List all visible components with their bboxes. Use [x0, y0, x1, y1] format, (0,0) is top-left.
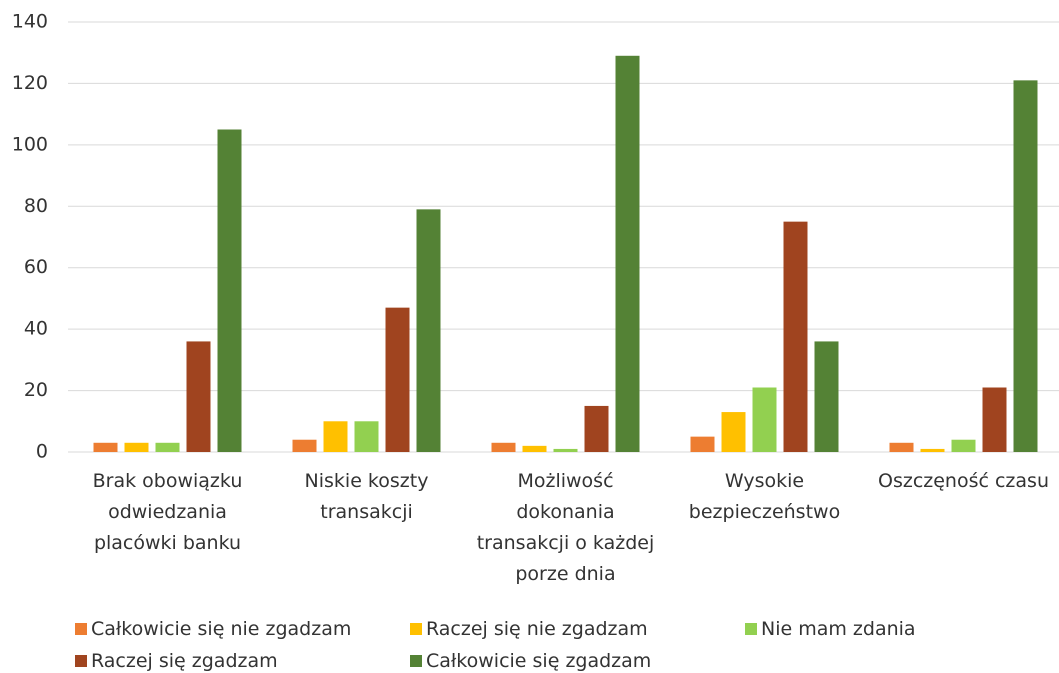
- legend-label: Nie mam zdania: [761, 618, 916, 640]
- legend-item: Nie mam zdania: [745, 617, 916, 641]
- bar: [1013, 80, 1038, 452]
- x-tick-label: Niskie koszty transakcji: [304, 470, 429, 523]
- bar: [615, 55, 640, 453]
- bar: [323, 421, 348, 452]
- x-tick-label: Brak obowiązku odwiedzania placówki bank…: [92, 470, 243, 554]
- legend-item: Całkowicie się nie zgadzam: [75, 617, 351, 641]
- bar: [217, 129, 242, 452]
- bar: [690, 436, 715, 452]
- bar: [889, 442, 914, 452]
- bar: [385, 307, 410, 452]
- legend-label: Całkowicie się nie zgadzam: [91, 618, 352, 640]
- y-tick-label: 120: [12, 72, 48, 94]
- x-tick-label: Oszczęność czasu: [878, 470, 1049, 492]
- legend-label: Całkowicie się zgadzam: [426, 650, 652, 672]
- legend-item: Całkowicie się zgadzam: [410, 649, 651, 673]
- legend-label: Raczej się nie zgadzam: [426, 618, 648, 640]
- bar: [93, 442, 118, 452]
- bar: [354, 421, 379, 452]
- legend-item: Raczej się nie zgadzam: [410, 617, 648, 641]
- y-tick-label: 20: [24, 379, 48, 401]
- bar: [920, 448, 945, 452]
- bar: [155, 442, 180, 452]
- bar: [951, 439, 976, 452]
- legend-label: Raczej się zgadzam: [91, 650, 278, 672]
- bar: [553, 448, 578, 452]
- y-tick-label: 80: [24, 195, 48, 217]
- bar: [783, 221, 808, 452]
- legend-swatch: [410, 655, 422, 667]
- y-tick-label: 100: [12, 133, 48, 155]
- bar: [752, 387, 777, 452]
- bar: [814, 341, 839, 452]
- legend-swatch: [745, 623, 757, 635]
- bar: [416, 209, 441, 452]
- legend-swatch: [410, 623, 422, 635]
- bar: [721, 412, 746, 452]
- bar: [982, 387, 1007, 452]
- y-tick-label: 40: [24, 318, 48, 340]
- y-tick-label: 140: [12, 11, 48, 33]
- legend-swatch: [75, 655, 87, 667]
- bar: [584, 405, 609, 452]
- y-tick-label: 0: [36, 441, 48, 463]
- bar: [186, 341, 211, 452]
- legend-swatch: [75, 623, 87, 635]
- x-tick-label: Możliwość dokonania transakcji o każdej …: [476, 470, 655, 585]
- y-tick-label: 60: [24, 256, 48, 278]
- bar: [522, 445, 547, 452]
- bar: [124, 442, 149, 452]
- bar: [491, 442, 516, 452]
- legend-item: Raczej się zgadzam: [75, 649, 278, 673]
- bar: [292, 439, 317, 452]
- x-tick-label: Wysokie bezpieczeństwo: [688, 470, 841, 523]
